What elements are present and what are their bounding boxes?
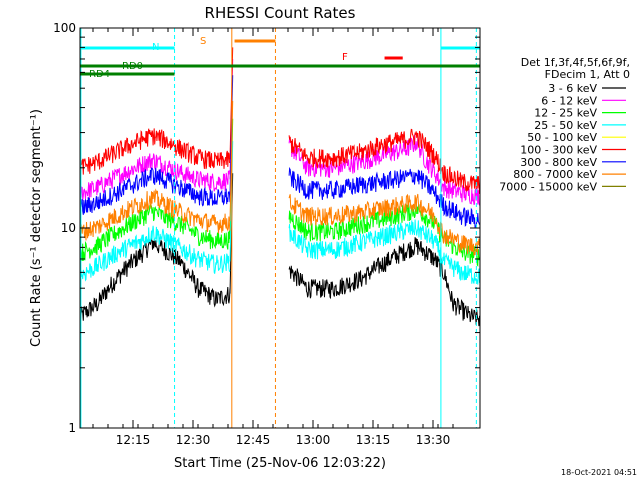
y-tick-label: 100 xyxy=(53,21,76,35)
x-axis-label: Start Time (25-Nov-06 12:03:22) xyxy=(174,456,386,471)
legend-label: 50 - 100 keV xyxy=(527,131,597,144)
legend-label: 3 - 6 keV xyxy=(548,82,597,95)
legend-header-line-2: FDecim 1, Att 0 xyxy=(545,68,630,81)
mode-label-rd0: RD0 xyxy=(122,61,143,72)
legend-label: 800 - 7000 keV xyxy=(513,168,597,181)
series-line xyxy=(79,128,231,176)
legend-label: 300 - 800 keV xyxy=(520,156,597,169)
series-line xyxy=(79,203,231,263)
series-line xyxy=(79,225,231,285)
mode-label-f: F xyxy=(342,52,348,63)
legend-label: 6 - 12 keV xyxy=(541,94,597,107)
y-tick-label: 10 xyxy=(61,221,76,235)
plot-axes: 12:15 12:30 12:45 13:00 13:15 13:30 1 10 100 xyxy=(53,21,481,447)
series-line xyxy=(79,167,231,216)
x-tick-label: 13:15 xyxy=(356,433,391,447)
x-tick-label: 12:30 xyxy=(176,433,211,447)
legend-label: 25 - 50 keV xyxy=(534,119,597,132)
legend-header-line-1: Det 1f,3f,4f,5f,6f,9f, xyxy=(521,56,630,69)
x-tick-label: 12:45 xyxy=(236,433,271,447)
series-line xyxy=(79,235,231,321)
series-line xyxy=(288,237,480,327)
legend-label: 7000 - 15000 keV xyxy=(499,180,597,193)
legend-label: 12 - 25 keV xyxy=(534,107,597,120)
mode-label-n: N xyxy=(152,42,159,53)
legend-label: 100 - 300 keV xyxy=(520,144,597,157)
mode-overlays: RD0 RD4 N S F xyxy=(80,28,480,428)
series-line xyxy=(288,193,480,256)
series-line xyxy=(288,166,480,228)
timestamp: 18-Oct-2021 04:51 xyxy=(561,468,637,477)
y-tick-label: 1 xyxy=(68,421,76,435)
mode-label-rd4: RD4 xyxy=(89,69,110,80)
series-line xyxy=(288,219,480,285)
x-tick-label: 12:15 xyxy=(116,433,151,447)
series-line xyxy=(79,188,231,241)
count-rate-curves xyxy=(79,47,480,327)
x-tick-label: 13:00 xyxy=(296,433,331,447)
chart-title: RHESSI Count Rates xyxy=(205,4,356,22)
series-line xyxy=(288,128,480,194)
x-tick-label: 13:30 xyxy=(416,433,451,447)
mode-label-s: S xyxy=(200,36,206,47)
y-axis-label: Count Rate (s⁻¹ detector segment⁻¹) xyxy=(29,109,44,347)
